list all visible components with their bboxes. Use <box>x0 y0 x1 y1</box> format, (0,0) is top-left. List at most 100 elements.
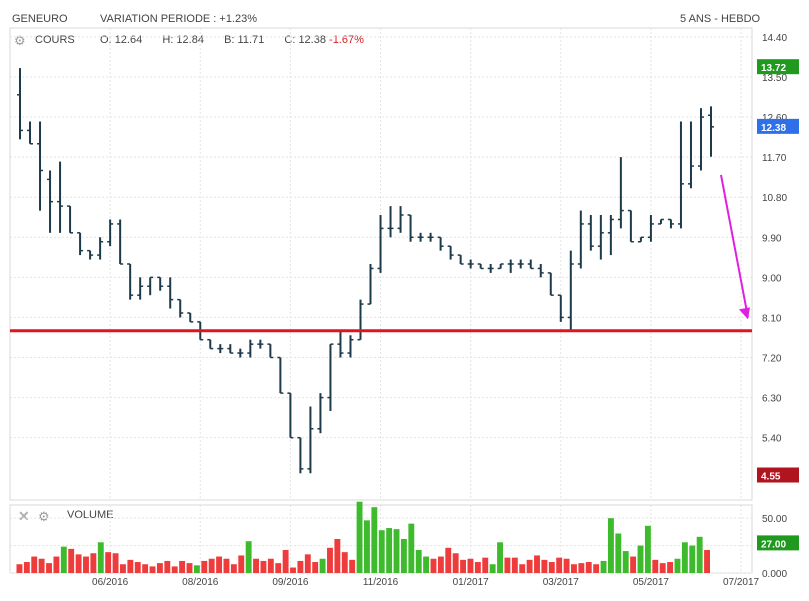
volume-bar <box>563 558 570 573</box>
gear-icon[interactable]: ⚙ <box>14 33 26 48</box>
volume-bar <box>585 562 592 573</box>
volume-bar <box>541 559 548 573</box>
volume-bar <box>571 564 577 573</box>
volume-bar <box>482 557 489 573</box>
ohlc-bar <box>397 206 404 233</box>
volume-bar <box>423 556 430 573</box>
volume-badge-bg <box>757 535 799 551</box>
volume-bar <box>467 558 474 573</box>
badge-low: 4.55 <box>761 472 781 483</box>
volume-bar <box>534 555 540 573</box>
ohlc-bar <box>137 277 144 300</box>
ohlc-bar <box>67 205 74 234</box>
price-pane-label: COURS <box>35 34 75 46</box>
y-tick-label: 12.60 <box>762 113 787 124</box>
high-label: H: <box>162 34 174 46</box>
ohlc-bar <box>537 264 544 278</box>
ohlc-bar <box>587 215 594 251</box>
ohlc-bar <box>317 393 324 434</box>
volume-bar <box>430 558 437 573</box>
ohlc-bar <box>477 263 484 270</box>
ohlc-bar <box>387 206 394 238</box>
ohlc-bar <box>667 218 674 229</box>
close-label: C: <box>284 34 296 46</box>
volume-bar <box>53 556 60 573</box>
volume-bar <box>489 564 496 573</box>
ohlc-bar <box>377 215 384 273</box>
volume-bar <box>253 558 259 573</box>
ohlc-bar <box>147 276 154 296</box>
badge-last: 12.38 <box>761 123 786 134</box>
volume-bar <box>105 552 112 573</box>
volume-bar <box>238 555 245 573</box>
volume-bar <box>637 545 644 573</box>
volume-bar <box>593 564 600 573</box>
volume-bar <box>474 562 481 573</box>
ohlc-bar <box>127 263 134 300</box>
volume-bar <box>644 525 651 573</box>
ohlc-bar <box>617 157 624 229</box>
ohlc-bar <box>517 259 524 269</box>
ohlc-bar <box>637 236 644 243</box>
ohlc-bar <box>447 245 454 260</box>
volume-bar <box>556 557 563 573</box>
volume-tick-label: 50.00 <box>762 514 787 525</box>
arrow-head <box>739 307 750 320</box>
low-label: B: <box>224 34 235 46</box>
volume-bar <box>23 562 30 573</box>
ohlc-bar <box>57 161 64 233</box>
volume-bar <box>652 559 659 573</box>
volume-bar <box>179 560 186 573</box>
ohlc-bar <box>547 272 554 296</box>
volume-bar <box>16 564 23 573</box>
volume-bar <box>681 542 688 573</box>
ohlc-bar <box>117 219 124 265</box>
volume-bar <box>659 563 666 573</box>
ohlc-bar <box>487 264 494 273</box>
ohlc-bar <box>627 209 634 243</box>
volume-bar <box>607 518 614 573</box>
ohlc-bar <box>407 214 414 242</box>
volume-bar <box>364 520 370 573</box>
volume-bar <box>223 558 230 573</box>
volume-bar <box>38 558 45 573</box>
ohlc-bar <box>327 343 334 411</box>
ohlc-bar <box>708 106 714 157</box>
volume-bar <box>312 562 319 573</box>
volume-bar <box>245 541 252 573</box>
volume-bar <box>68 548 75 573</box>
ohlc-bar <box>467 259 474 269</box>
y-tick-label: 8.10 <box>762 313 782 324</box>
volume-bar <box>630 556 637 573</box>
volume-bar <box>600 560 607 573</box>
volume-tick-label: 0.000 <box>762 569 787 580</box>
ohlc-bar <box>47 170 54 233</box>
volume-bar <box>304 554 311 573</box>
x-tick-label: 09/2016 <box>272 577 309 588</box>
volume-bar <box>216 556 223 573</box>
close-icon[interactable]: ✕ <box>18 508 30 524</box>
ohlc-bar <box>357 299 364 341</box>
volume-bar <box>60 546 67 573</box>
volume-bar <box>260 560 267 573</box>
gear-icon[interactable]: ⚙ <box>38 509 50 524</box>
period-selector[interactable]: 5 ANS - HEBDO <box>680 13 761 25</box>
arrow-annotation <box>720 174 749 318</box>
y-tick-label: 10.80 <box>762 193 787 204</box>
volume-bar <box>97 542 104 573</box>
volume-bar <box>142 564 149 573</box>
volume-bar <box>127 559 134 573</box>
ohlc-bar <box>17 68 23 140</box>
volume-bar <box>445 547 452 573</box>
y-tick-label: 7.20 <box>762 354 782 365</box>
volume-bar <box>334 539 341 573</box>
volume-bar <box>519 564 526 573</box>
ohlc-bar <box>307 406 314 474</box>
ohlc-bar <box>607 215 614 256</box>
y-tick-label: 9.00 <box>762 273 782 284</box>
ohlc-bar <box>687 121 694 189</box>
volume-bar <box>164 560 171 573</box>
volume-bar <box>193 565 200 573</box>
volume-bar <box>186 563 193 573</box>
